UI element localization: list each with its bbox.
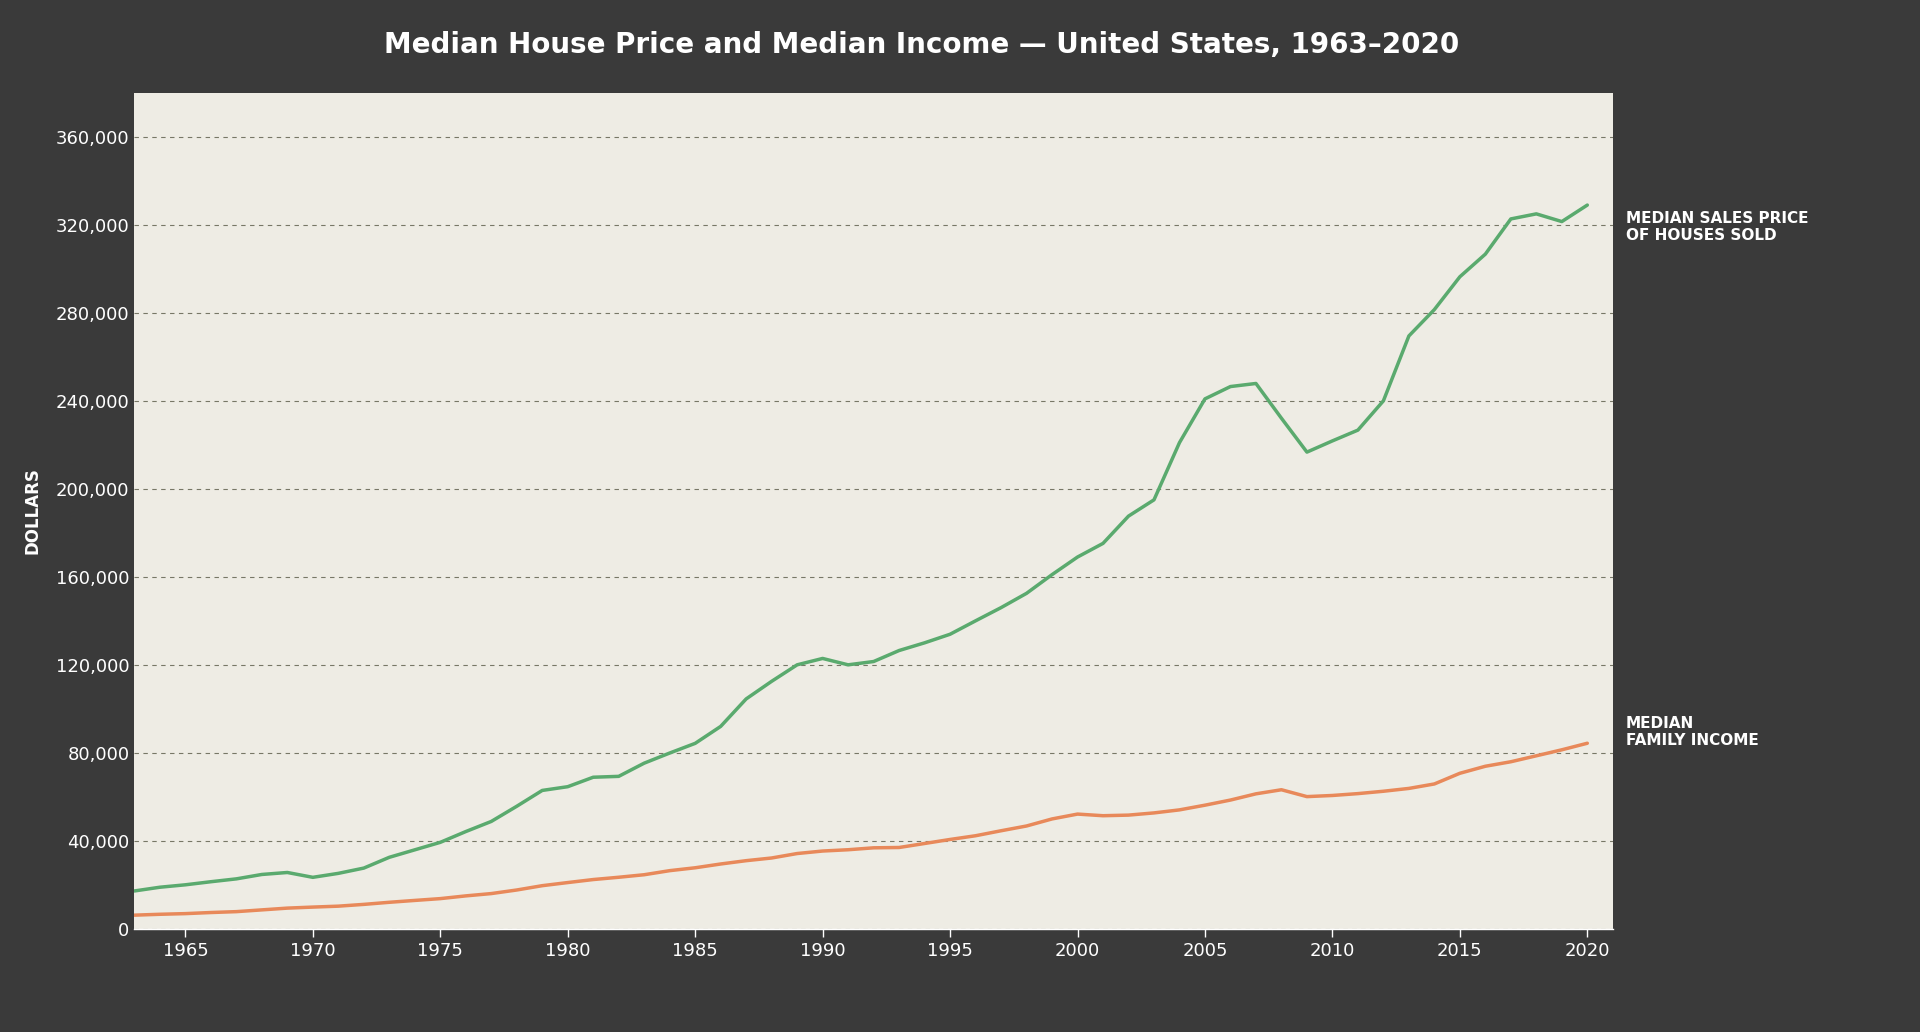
Y-axis label: DOLLARS: DOLLARS — [23, 467, 42, 554]
Text: MEDIAN SALES PRICE
OF HOUSES SOLD: MEDIAN SALES PRICE OF HOUSES SOLD — [1626, 211, 1809, 244]
Text: MEDIAN
FAMILY INCOME: MEDIAN FAMILY INCOME — [1626, 716, 1759, 748]
Text: Median House Price and Median Income — United States, 1963–2020: Median House Price and Median Income — U… — [384, 31, 1459, 59]
